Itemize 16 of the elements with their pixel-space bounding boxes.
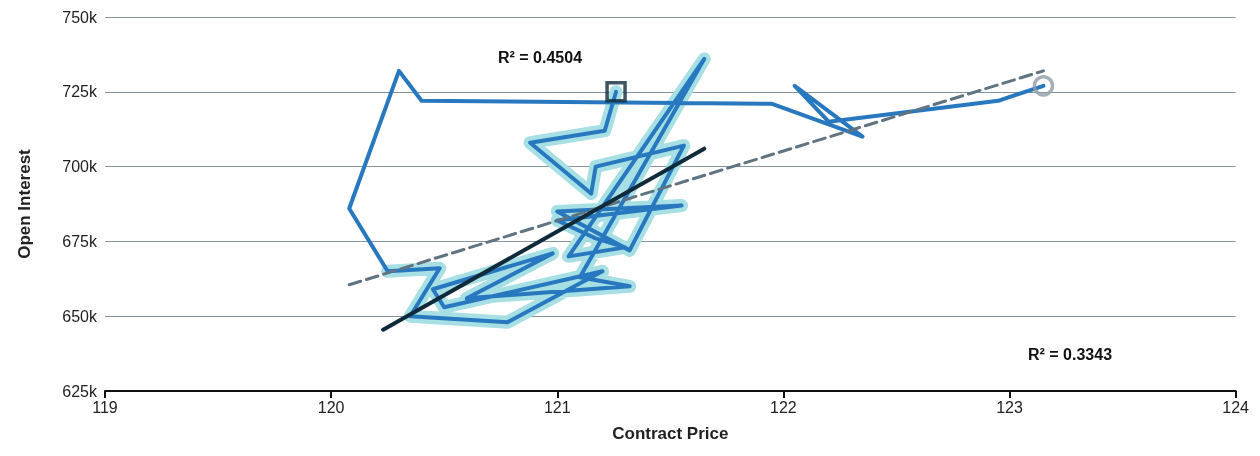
x-axis-title: Contract Price [612, 424, 729, 443]
y-tick-label: 675k [62, 232, 98, 250]
y-tick-label: 750k [62, 8, 98, 26]
x-tick-label: 123 [996, 398, 1023, 416]
x-tick-label: 120 [317, 398, 345, 416]
annotation: R² = 0.3343 [1027, 345, 1113, 363]
y-tick-label: 650k [62, 307, 98, 325]
y-tick-label: 700k [62, 158, 98, 176]
y-axis-title: Open Interest [15, 148, 34, 259]
annotation: R² = 0.4504 [497, 48, 583, 66]
y-tick-label: 625k [62, 382, 98, 400]
x-tick-label: 122 [770, 398, 797, 416]
x-tick-label: 121 [543, 398, 571, 416]
y-tick-label: 725k [62, 83, 98, 101]
x-tick-label: 124 [1222, 398, 1250, 416]
x-tick-label: 119 [92, 398, 118, 416]
